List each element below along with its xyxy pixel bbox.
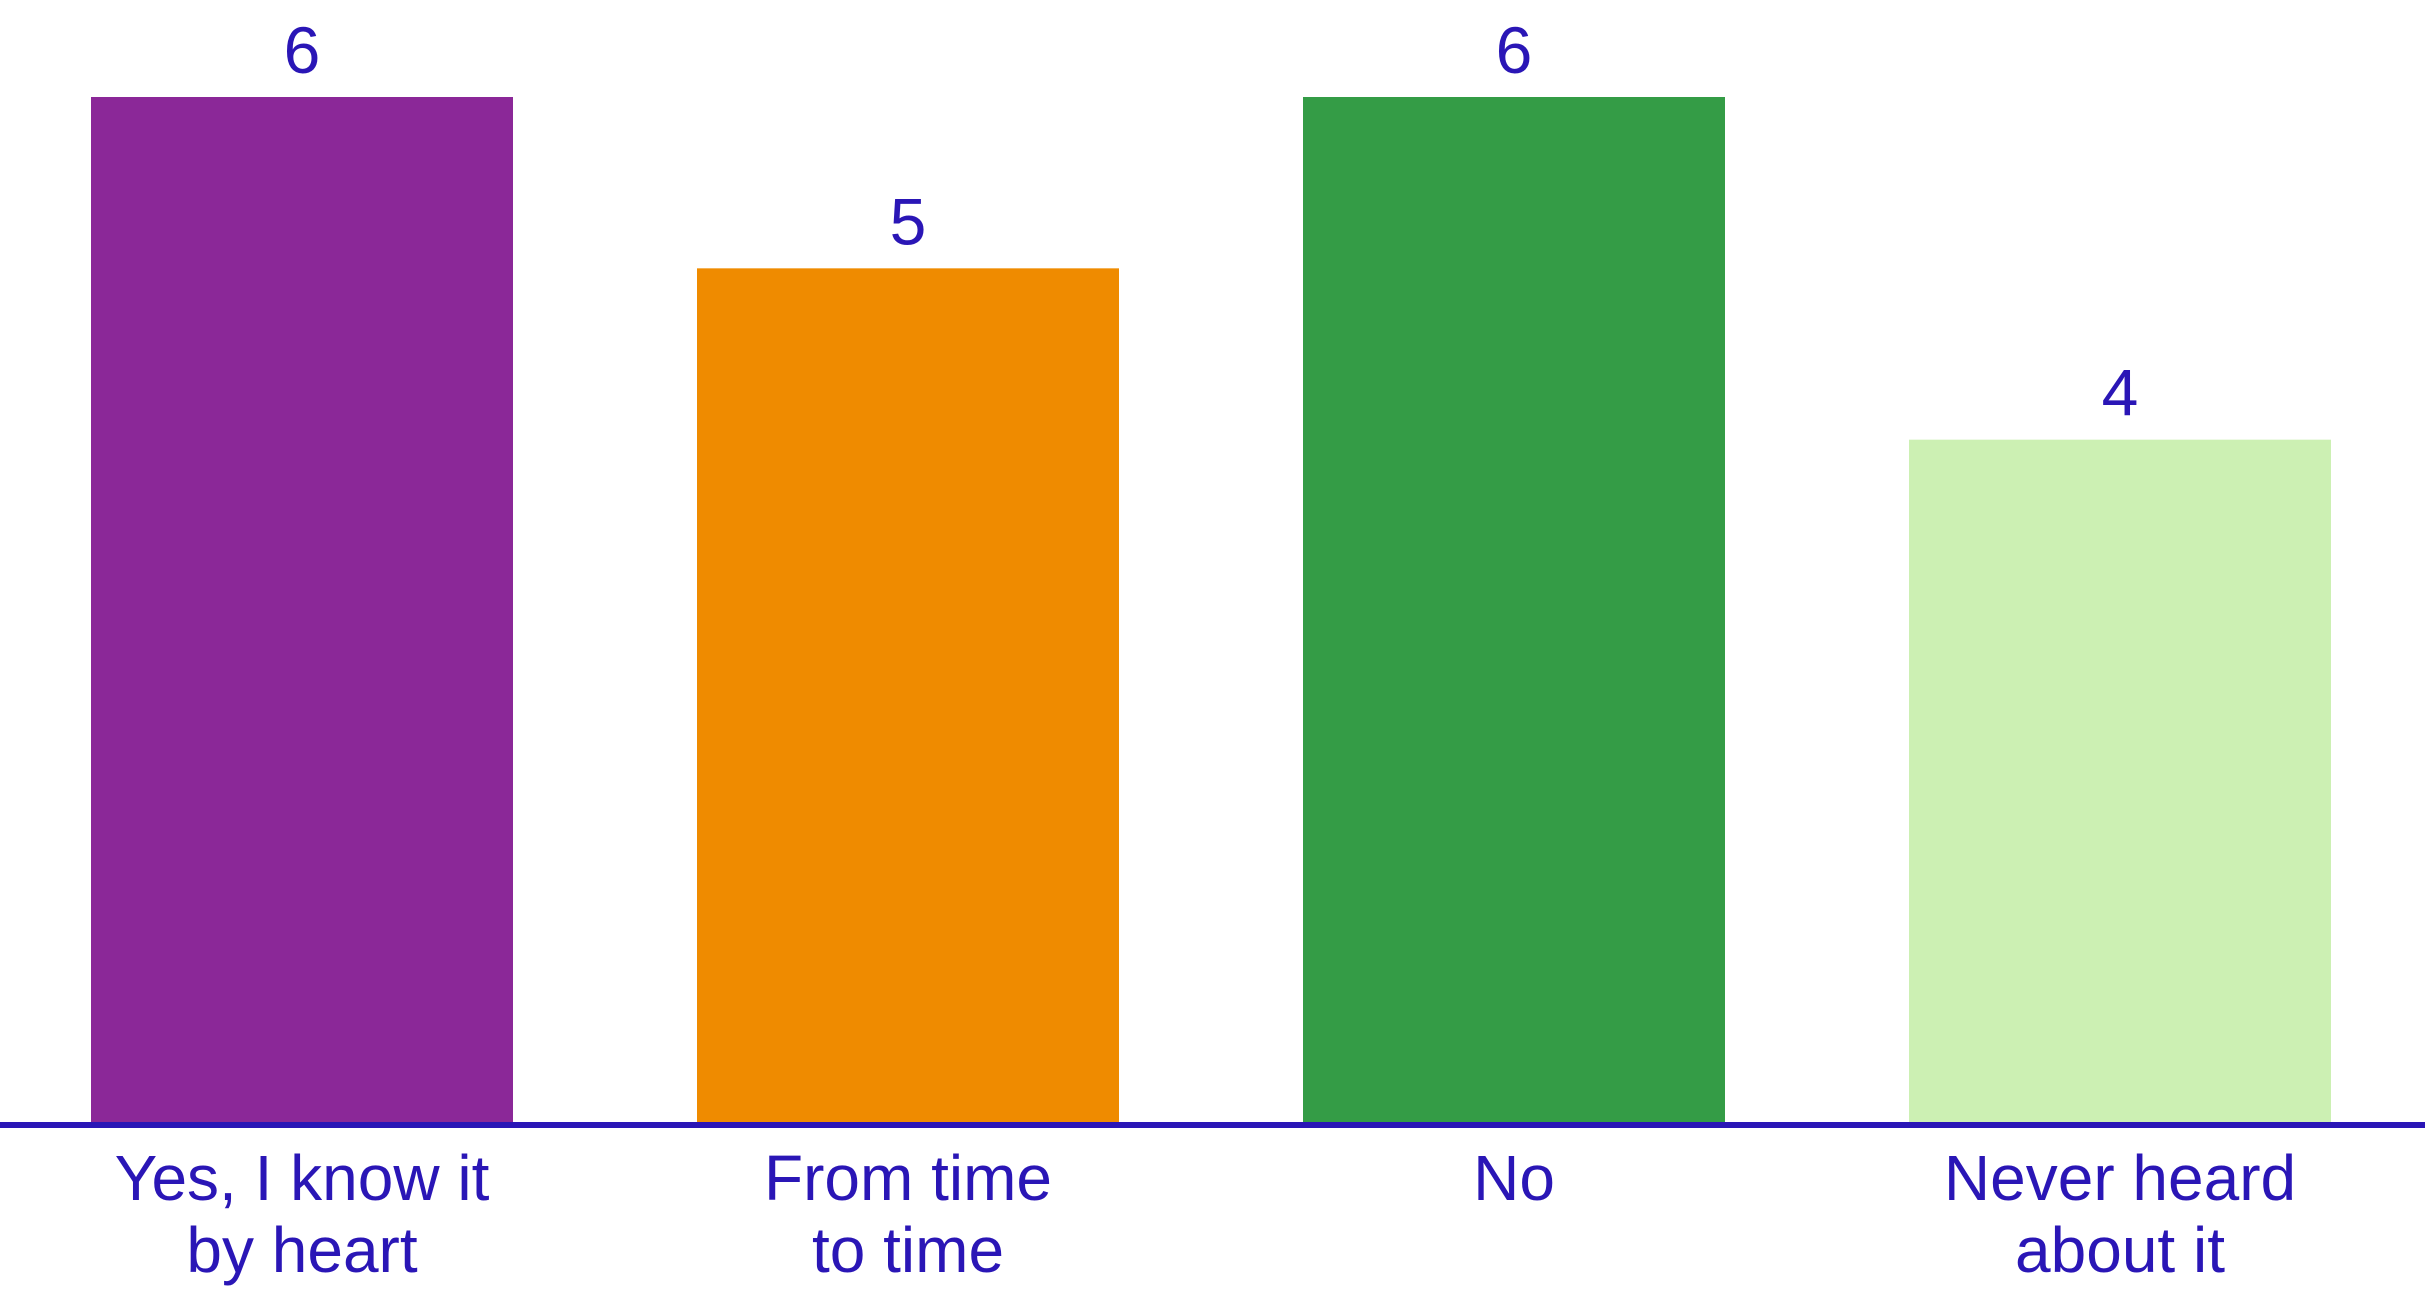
x-tick-label-4: Never heard about it: [1944, 1142, 2296, 1286]
bar-1: [91, 97, 513, 1125]
data-label-3: 6: [1496, 13, 1533, 87]
x-tick-label-1: Yes, I know it by heart: [115, 1142, 490, 1286]
x-tick-label-line: No: [1473, 1142, 1555, 1214]
x-tick-label-line: about it: [2015, 1214, 2225, 1286]
x-tick-label-2: From time to time: [764, 1142, 1052, 1286]
x-tick-label-line: by heart: [186, 1214, 417, 1286]
data-label-4: 4: [2102, 356, 2139, 430]
data-label-2: 5: [890, 184, 927, 258]
x-tick-label-3: No: [1473, 1142, 1555, 1214]
bar-2: [697, 268, 1119, 1125]
data-label-1: 6: [284, 13, 321, 87]
bar-4: [1909, 440, 2331, 1125]
value-labels-group: 6 5 6 4: [284, 13, 2139, 430]
tick-labels-group: Yes, I know it by heart From time to time No…: [115, 1142, 2296, 1286]
bars-group: [91, 97, 2331, 1125]
x-tick-label-line: Yes, I know it: [115, 1142, 490, 1214]
x-tick-label-line: to time: [812, 1214, 1004, 1286]
x-tick-label-line: From time: [764, 1142, 1052, 1214]
bar-3: [1303, 97, 1725, 1125]
x-tick-label-line: Never heard: [1944, 1142, 2296, 1214]
